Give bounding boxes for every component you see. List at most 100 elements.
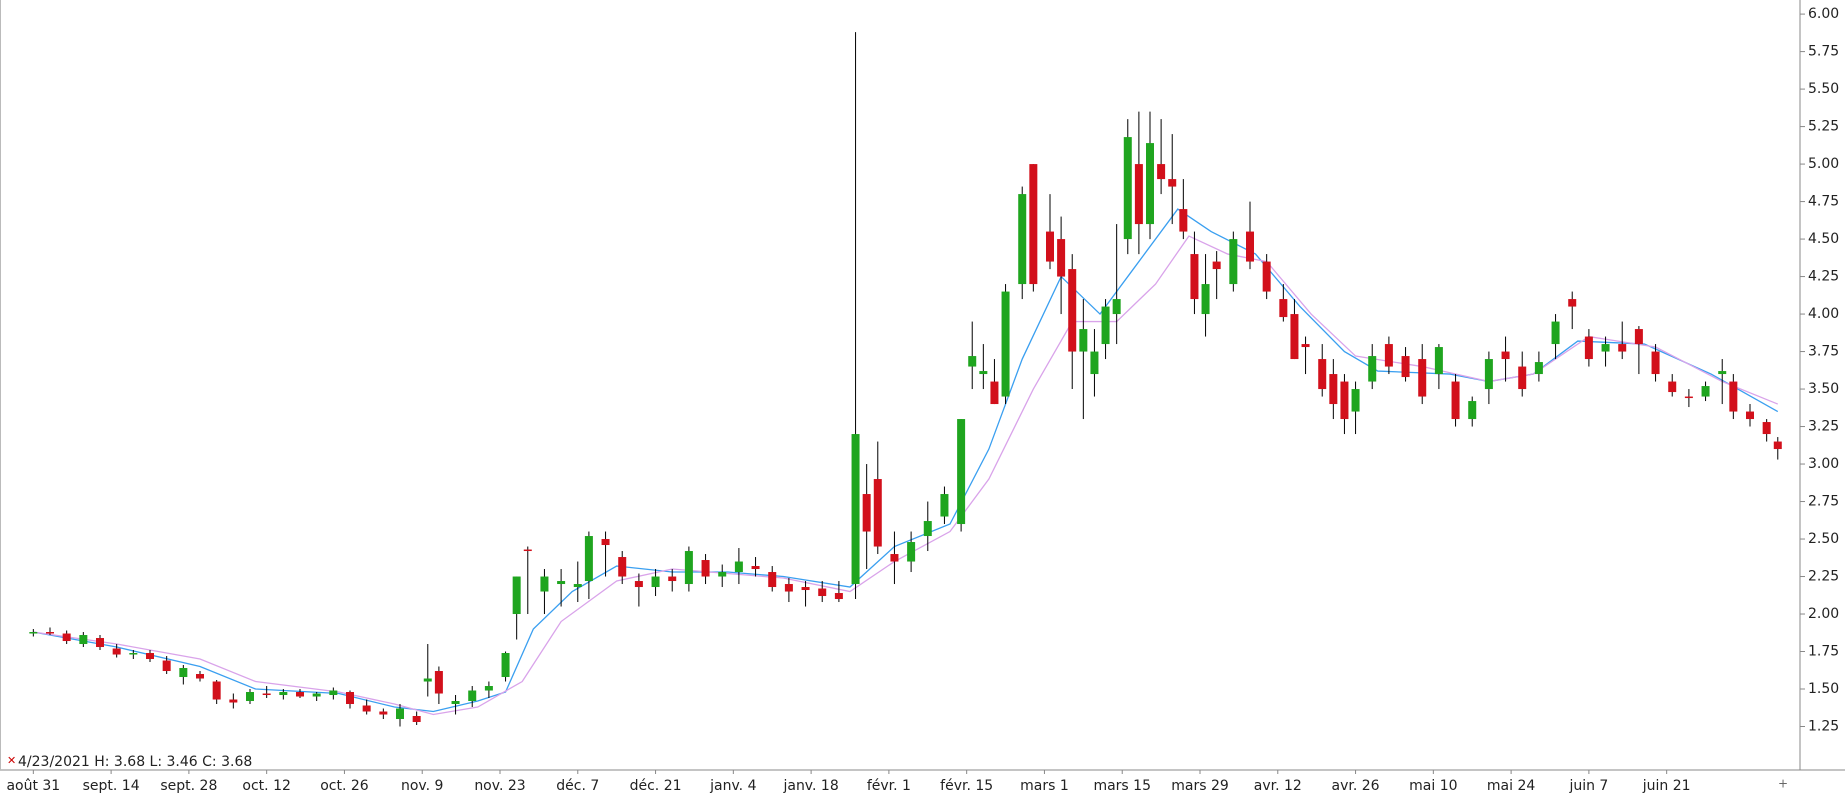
candle-body xyxy=(557,581,566,585)
x-tick-label: avr. 12 xyxy=(1254,778,1302,794)
candle-body xyxy=(1551,321,1560,345)
candle-body xyxy=(907,542,916,562)
candle-body xyxy=(1290,314,1299,360)
candle-body xyxy=(584,536,593,582)
moving-average xyxy=(33,235,1779,716)
x-tick-label: mai 10 xyxy=(1409,778,1457,794)
candle-body xyxy=(1651,351,1660,375)
candle-body xyxy=(1468,401,1477,420)
candle-body xyxy=(1301,344,1310,348)
candle-body xyxy=(1746,411,1754,420)
candle-body xyxy=(734,561,743,573)
y-tick-label: 5.50 xyxy=(1808,81,1839,97)
y-tick-label: 4.50 xyxy=(1808,231,1839,247)
y-tick-label: 4.75 xyxy=(1808,194,1839,210)
candle-body xyxy=(1434,347,1443,375)
close-icon[interactable]: ✕ xyxy=(7,754,16,767)
candle-body xyxy=(1279,299,1288,318)
candle-body xyxy=(523,549,532,552)
candle-body xyxy=(1568,299,1577,307)
y-tick-label: 6.00 xyxy=(1808,6,1839,22)
candle-body xyxy=(1418,359,1427,397)
candle-body xyxy=(1701,386,1710,397)
candle-body xyxy=(1618,344,1627,352)
candle-body xyxy=(112,648,121,655)
candle-body xyxy=(801,587,810,591)
x-tick-label: mai 24 xyxy=(1487,778,1535,794)
candle-body xyxy=(329,690,338,696)
x-tick-label: nov. 23 xyxy=(474,778,525,794)
candle-body xyxy=(262,693,271,696)
candle-body xyxy=(979,371,988,375)
candle-body xyxy=(434,671,443,694)
candle-body xyxy=(29,632,38,634)
y-tick-label: 2.75 xyxy=(1808,494,1839,510)
candle-body xyxy=(651,576,660,588)
candle-body xyxy=(246,692,254,702)
candle-body xyxy=(279,692,288,696)
candle-body xyxy=(346,692,354,705)
candle-body xyxy=(1134,164,1143,225)
candle-body xyxy=(423,678,432,682)
candle-body xyxy=(1351,389,1360,412)
candle-body xyxy=(1068,269,1077,352)
candle-body xyxy=(990,381,999,405)
y-tick-label: 1.50 xyxy=(1808,681,1839,697)
x-tick-label: juin 7 xyxy=(1568,778,1608,794)
candle-body xyxy=(1368,356,1377,382)
candle-body xyxy=(62,633,71,642)
x-tick-label: sept. 14 xyxy=(83,778,140,794)
x-tick-label: sept. 28 xyxy=(160,778,217,794)
candle-body xyxy=(1718,371,1727,375)
candle-body xyxy=(1046,231,1054,262)
candle-body xyxy=(940,494,949,517)
x-tick-label: nov. 9 xyxy=(401,778,443,794)
candle-body xyxy=(851,434,860,585)
candle-body xyxy=(412,716,421,723)
candle-body xyxy=(1534,362,1543,375)
x-tick-label: oct. 26 xyxy=(320,778,369,794)
candle-body xyxy=(1634,329,1643,345)
candle-body xyxy=(573,584,582,588)
scroll-icon[interactable]: + xyxy=(1778,777,1788,791)
candle-body xyxy=(1190,254,1199,300)
candle-body xyxy=(923,521,932,537)
candle-body xyxy=(1246,231,1254,262)
x-tick-label: janv. 4 xyxy=(709,778,756,794)
candle-body xyxy=(484,686,493,691)
x-tick-label: déc. 21 xyxy=(630,778,682,794)
candle-body xyxy=(501,653,510,678)
candle-body xyxy=(162,660,171,672)
x-tick-label: févr. 1 xyxy=(867,778,911,794)
candle-body xyxy=(1401,356,1410,378)
candle-body xyxy=(1212,261,1221,270)
candle-body xyxy=(634,581,643,588)
candle-body xyxy=(196,674,204,679)
candle-body xyxy=(1762,422,1771,435)
candle-body xyxy=(862,494,871,532)
y-tick-label: 2.00 xyxy=(1808,606,1839,622)
y-tick-label: 2.50 xyxy=(1808,531,1839,547)
candle-body xyxy=(46,632,54,634)
y-tick-label: 5.00 xyxy=(1808,156,1839,172)
candle-body xyxy=(1601,344,1610,352)
candle-body xyxy=(1201,284,1210,315)
y-tick-label: 3.25 xyxy=(1808,419,1839,435)
y-tick-label: 2.25 xyxy=(1808,569,1839,585)
candle-body xyxy=(668,576,677,582)
candle-body xyxy=(1501,351,1510,360)
x-tick-label: juin 21 xyxy=(1642,778,1691,794)
candle-body xyxy=(890,554,899,562)
candle-body xyxy=(618,557,627,577)
candle-body xyxy=(212,681,221,700)
candle-body xyxy=(1112,299,1121,315)
candle-body xyxy=(451,701,460,705)
candle-body xyxy=(1729,381,1738,412)
candle-body xyxy=(512,576,521,615)
candle-body xyxy=(1684,396,1693,399)
candle-body xyxy=(701,560,710,577)
y-tick-label: 3.00 xyxy=(1808,456,1839,472)
candle-body xyxy=(296,692,304,697)
candle-body xyxy=(312,693,321,697)
candle-body xyxy=(684,551,693,585)
